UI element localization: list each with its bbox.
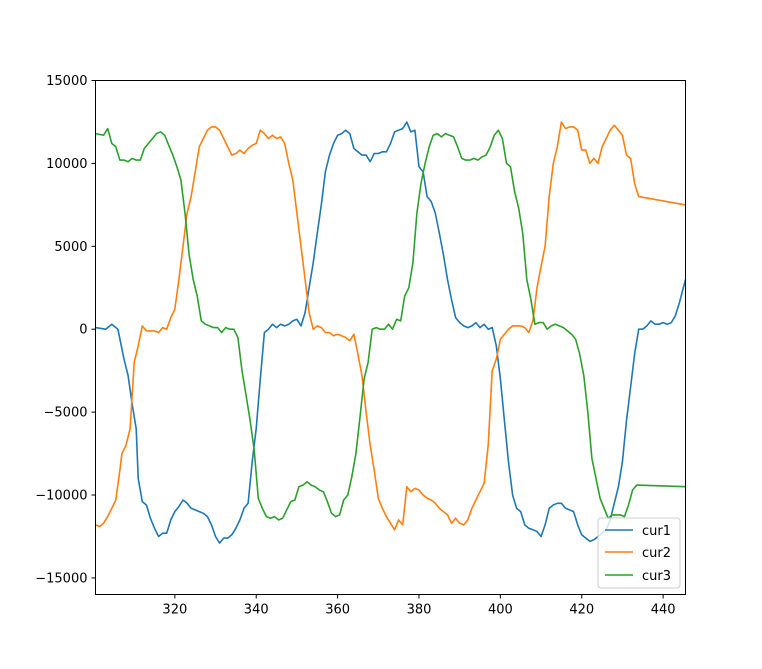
y-tick-label: 5000: [54, 240, 87, 255]
series-line-cur2: [95, 121, 686, 531]
plot-frame: [95, 80, 686, 595]
legend: cur1 cur2 cur3: [597, 517, 681, 589]
x-tick-label: 440: [651, 603, 676, 618]
x-tick-label: 320: [162, 603, 187, 618]
x-tick-label: 380: [407, 603, 432, 618]
x-tick-label: 400: [488, 603, 513, 618]
y-tick-label: 15000: [46, 74, 87, 89]
legend-label-cur1: cur1: [642, 524, 671, 539]
legend-label-cur3: cur3: [642, 569, 671, 584]
x-tick-label: 420: [569, 603, 594, 618]
legend-box: [597, 517, 681, 589]
series-layer: [95, 121, 687, 544]
legend-label-cur2: cur2: [642, 546, 671, 561]
y-tick-label: 10000: [46, 157, 87, 172]
y-tick-label: 0: [79, 323, 87, 338]
y-tick-label: −15000: [35, 571, 87, 586]
y-tick-label: −5000: [44, 406, 88, 421]
series-line-cur1: [95, 121, 687, 544]
y-tick-label: −10000: [35, 489, 87, 504]
x-tick-label: 360: [325, 603, 350, 618]
series-line-cur3: [95, 127, 686, 521]
plot-background: [95, 80, 686, 595]
tick-layer: 320 340 360 380 400 420 440 −15000 −10000 −5000 0 5…: [35, 74, 675, 618]
x-tick-label: 340: [244, 603, 269, 618]
